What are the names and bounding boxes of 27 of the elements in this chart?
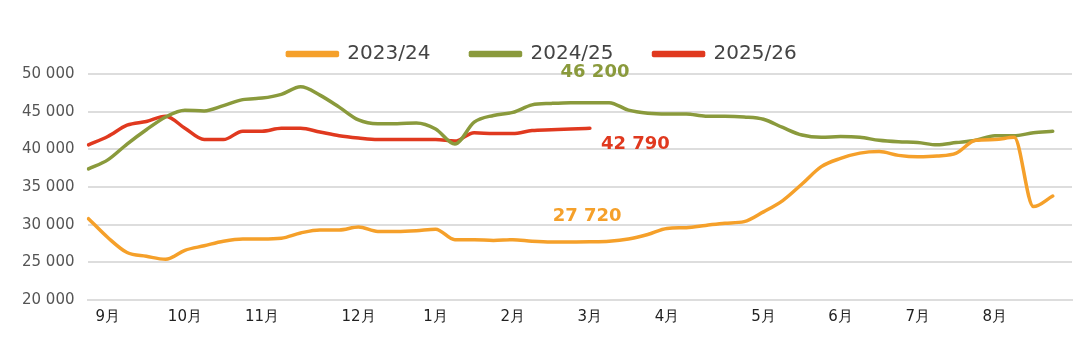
x-tick-label: 9月 (95, 306, 121, 325)
annotation: 42 790 (600, 132, 670, 154)
legend-label: 2023/24 (347, 40, 431, 65)
x-tick-label: 3月 (577, 306, 603, 325)
annotation: 27 720 (552, 203, 622, 225)
y-tick-label: 35 000 (21, 176, 75, 195)
y-tick-label: 40 000 (21, 139, 75, 158)
line-series (86, 114, 592, 147)
x-tick-label: 12月 (341, 306, 376, 325)
x-tick-label: 2月 (500, 306, 526, 325)
y-tick-label: 25 000 (21, 252, 75, 271)
y-tick-label: 45 000 (21, 101, 75, 120)
x-tick-label: 7月 (905, 306, 930, 325)
x-tick-label: 1月 (423, 306, 448, 325)
x-tick-label: 11月 (245, 306, 280, 325)
line-series (86, 85, 1055, 171)
legend-label: 2024/25 (530, 40, 614, 65)
line-series (86, 135, 1055, 262)
y-tick-label: 20 000 (21, 289, 75, 308)
y-tick-label: 50 000 (21, 63, 75, 82)
x-tick-label: 5月 (751, 306, 776, 325)
x-tick-label: 6月 (828, 306, 853, 325)
x-tick-label: 4月 (654, 306, 680, 325)
x-tick-label: 8月 (982, 306, 1008, 325)
legend-label: 2025/26 (713, 40, 797, 65)
x-tick-label: 10月 (167, 306, 202, 325)
y-tick-label: 30 000 (21, 214, 75, 233)
